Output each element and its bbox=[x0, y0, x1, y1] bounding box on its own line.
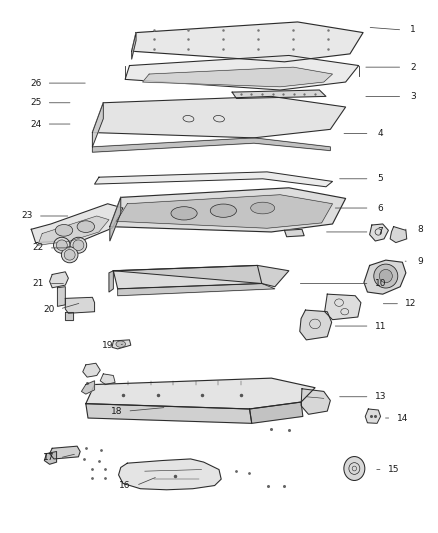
Text: 9: 9 bbox=[417, 257, 423, 265]
Text: 16: 16 bbox=[120, 481, 131, 490]
Ellipse shape bbox=[70, 237, 87, 253]
Text: 10: 10 bbox=[375, 279, 386, 288]
Polygon shape bbox=[301, 389, 330, 414]
Polygon shape bbox=[143, 67, 332, 87]
Text: 3: 3 bbox=[410, 92, 416, 101]
Text: 8: 8 bbox=[417, 225, 423, 234]
Polygon shape bbox=[110, 197, 121, 241]
Polygon shape bbox=[38, 216, 109, 245]
Ellipse shape bbox=[61, 247, 78, 263]
Polygon shape bbox=[86, 403, 252, 423]
Polygon shape bbox=[44, 451, 57, 464]
Text: 25: 25 bbox=[30, 98, 41, 107]
Ellipse shape bbox=[344, 457, 365, 480]
Text: 2: 2 bbox=[410, 63, 416, 71]
Polygon shape bbox=[132, 22, 363, 62]
Ellipse shape bbox=[64, 249, 75, 260]
Polygon shape bbox=[232, 90, 326, 99]
Ellipse shape bbox=[57, 240, 67, 251]
Polygon shape bbox=[92, 103, 103, 147]
Text: 13: 13 bbox=[375, 392, 386, 401]
Polygon shape bbox=[92, 96, 346, 138]
Text: 5: 5 bbox=[378, 174, 383, 183]
Polygon shape bbox=[300, 310, 332, 340]
Ellipse shape bbox=[116, 341, 126, 348]
Text: 18: 18 bbox=[111, 407, 122, 416]
Polygon shape bbox=[119, 459, 221, 490]
Text: 14: 14 bbox=[397, 414, 408, 423]
Text: 11: 11 bbox=[375, 321, 386, 330]
Ellipse shape bbox=[374, 264, 398, 288]
Polygon shape bbox=[125, 55, 359, 90]
Polygon shape bbox=[370, 224, 389, 241]
Ellipse shape bbox=[251, 202, 275, 214]
Text: 15: 15 bbox=[388, 465, 399, 474]
Polygon shape bbox=[113, 265, 262, 289]
Polygon shape bbox=[132, 33, 136, 59]
Polygon shape bbox=[109, 271, 113, 292]
Text: 21: 21 bbox=[32, 279, 43, 288]
Polygon shape bbox=[117, 195, 332, 228]
Ellipse shape bbox=[73, 240, 84, 251]
Text: 1: 1 bbox=[410, 26, 416, 35]
Polygon shape bbox=[110, 188, 346, 232]
Text: 26: 26 bbox=[30, 78, 41, 87]
Polygon shape bbox=[92, 138, 330, 152]
Text: 12: 12 bbox=[406, 299, 417, 308]
Polygon shape bbox=[31, 204, 123, 243]
Polygon shape bbox=[65, 297, 95, 313]
Polygon shape bbox=[49, 272, 68, 288]
Text: 24: 24 bbox=[30, 119, 41, 128]
Polygon shape bbox=[100, 374, 115, 384]
Polygon shape bbox=[57, 287, 65, 306]
Text: 22: 22 bbox=[32, 244, 43, 253]
Polygon shape bbox=[365, 409, 381, 423]
Ellipse shape bbox=[77, 221, 95, 232]
Polygon shape bbox=[49, 446, 80, 459]
Polygon shape bbox=[86, 378, 315, 409]
Polygon shape bbox=[250, 402, 303, 423]
Polygon shape bbox=[83, 364, 100, 377]
Ellipse shape bbox=[379, 269, 392, 282]
Polygon shape bbox=[113, 265, 289, 287]
Text: 19: 19 bbox=[102, 341, 113, 350]
Ellipse shape bbox=[171, 207, 197, 220]
Polygon shape bbox=[95, 172, 332, 187]
Polygon shape bbox=[285, 229, 304, 237]
Polygon shape bbox=[364, 260, 406, 294]
Text: 4: 4 bbox=[378, 129, 383, 138]
Text: 17: 17 bbox=[43, 454, 54, 463]
Text: 23: 23 bbox=[21, 212, 32, 221]
Text: 20: 20 bbox=[43, 304, 54, 313]
Polygon shape bbox=[112, 340, 131, 349]
Polygon shape bbox=[325, 294, 361, 320]
Ellipse shape bbox=[55, 224, 73, 236]
Text: 7: 7 bbox=[378, 228, 383, 237]
Ellipse shape bbox=[53, 237, 70, 253]
Polygon shape bbox=[81, 381, 95, 394]
Text: 6: 6 bbox=[378, 204, 383, 213]
Polygon shape bbox=[65, 312, 73, 320]
Ellipse shape bbox=[210, 204, 237, 217]
Polygon shape bbox=[118, 284, 275, 296]
Polygon shape bbox=[390, 227, 407, 243]
